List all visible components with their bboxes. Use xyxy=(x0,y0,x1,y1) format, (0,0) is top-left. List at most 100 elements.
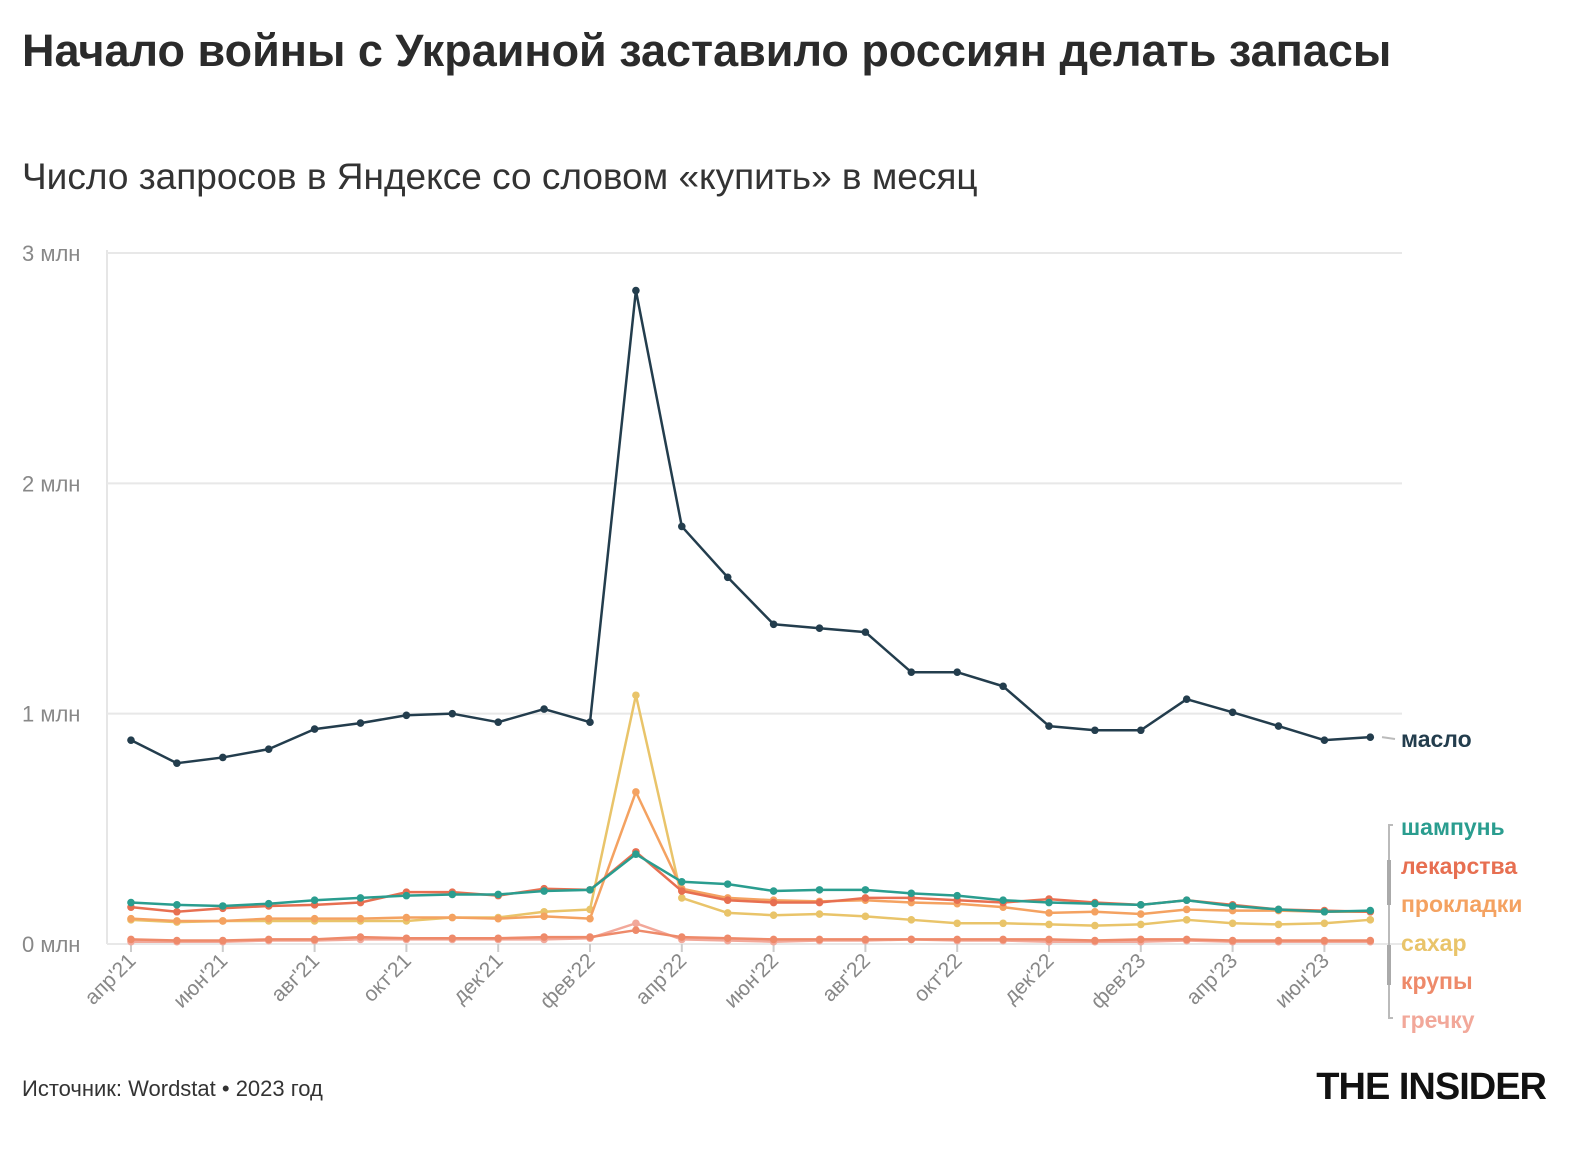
data-point xyxy=(769,620,778,629)
data-point xyxy=(1228,902,1237,910)
data-point xyxy=(1274,722,1283,730)
data-point xyxy=(127,898,135,907)
data-point xyxy=(769,898,778,907)
data-point xyxy=(769,935,778,944)
data-point xyxy=(953,668,961,677)
data-point xyxy=(310,935,319,944)
data-point xyxy=(815,624,824,633)
data-point xyxy=(1091,726,1099,735)
data-point xyxy=(219,936,227,945)
data-point xyxy=(219,917,227,925)
data-point xyxy=(1182,916,1191,924)
data-point xyxy=(1182,695,1191,703)
series-line-гречку xyxy=(131,922,1371,943)
data-point xyxy=(1320,736,1329,744)
series-label: крупы xyxy=(1401,968,1473,994)
series-label: лекарства xyxy=(1401,853,1517,879)
y-tick-label: 0 млн xyxy=(22,932,80,957)
data-point xyxy=(127,736,135,744)
data-point xyxy=(815,910,824,918)
x-tick-label: апр'23 xyxy=(1182,949,1242,1009)
data-point xyxy=(632,788,640,796)
x-tick-label: фев'22 xyxy=(536,949,600,1013)
data-point xyxy=(448,890,457,899)
data-point xyxy=(1045,898,1053,907)
data-point xyxy=(173,901,181,909)
data-point xyxy=(127,914,135,923)
data-point xyxy=(586,718,594,726)
the-insider-logo: THE INSIDER xyxy=(1316,1066,1547,1108)
data-point xyxy=(815,886,824,894)
data-point xyxy=(356,933,365,941)
data-point xyxy=(1366,906,1375,915)
x-tick-label: дек'22 xyxy=(999,949,1058,1008)
series-line-масло xyxy=(130,289,1371,765)
data-point xyxy=(1137,901,1145,909)
label-bracket xyxy=(1388,824,1393,1019)
data-point xyxy=(1091,936,1099,945)
data-point xyxy=(723,934,732,943)
data-point xyxy=(678,887,686,895)
data-point xyxy=(1366,733,1375,741)
data-point xyxy=(1091,907,1099,916)
data-point xyxy=(1366,916,1375,924)
data-point xyxy=(953,891,961,900)
data-point xyxy=(264,914,273,923)
data-point xyxy=(678,522,686,531)
data-point xyxy=(356,914,365,923)
data-point xyxy=(448,709,457,718)
data-point xyxy=(402,711,411,720)
data-point xyxy=(356,719,365,727)
data-point xyxy=(861,894,870,902)
data-point xyxy=(1045,909,1053,917)
data-point xyxy=(1228,919,1237,928)
data-point xyxy=(173,936,181,945)
data-point xyxy=(999,896,1007,905)
data-point xyxy=(1091,921,1099,930)
data-point xyxy=(632,691,640,700)
data-point xyxy=(1182,896,1191,905)
data-point xyxy=(586,886,594,894)
data-point xyxy=(1366,936,1375,945)
data-point xyxy=(127,935,135,944)
data-point xyxy=(219,753,227,762)
data-point xyxy=(264,899,273,908)
series-label: масло xyxy=(1401,726,1472,752)
series-line-крупы xyxy=(130,928,1371,942)
data-point xyxy=(1091,899,1099,908)
series-line-сахар xyxy=(130,693,1371,927)
data-point xyxy=(310,914,319,923)
data-point xyxy=(1045,722,1053,730)
data-point xyxy=(1320,936,1329,945)
data-point xyxy=(1320,907,1329,916)
x-tick-label: дек'21 xyxy=(449,949,508,1008)
data-point xyxy=(678,878,686,886)
data-point xyxy=(769,911,778,920)
data-point xyxy=(540,933,548,941)
data-point xyxy=(861,935,870,944)
data-point xyxy=(264,935,273,944)
x-tick-label: апр'22 xyxy=(631,949,691,1009)
data-point xyxy=(678,894,686,902)
data-point xyxy=(540,912,548,921)
data-point xyxy=(540,887,548,895)
data-point xyxy=(1274,936,1283,945)
data-point xyxy=(310,725,319,733)
data-point xyxy=(448,934,457,943)
data-point xyxy=(540,705,548,713)
data-point xyxy=(907,668,916,677)
data-point xyxy=(310,896,319,905)
chart-title: Начало войны с Украиной заставило россия… xyxy=(22,25,1392,76)
data-point xyxy=(723,909,732,917)
data-point xyxy=(1274,905,1283,914)
data-point xyxy=(632,286,640,295)
data-point xyxy=(219,902,227,910)
data-point xyxy=(402,913,411,922)
data-point xyxy=(723,573,732,582)
data-point xyxy=(953,919,961,928)
data-point xyxy=(861,912,870,921)
data-point xyxy=(402,934,411,943)
label-connector xyxy=(1381,736,1396,740)
data-point xyxy=(494,914,503,923)
